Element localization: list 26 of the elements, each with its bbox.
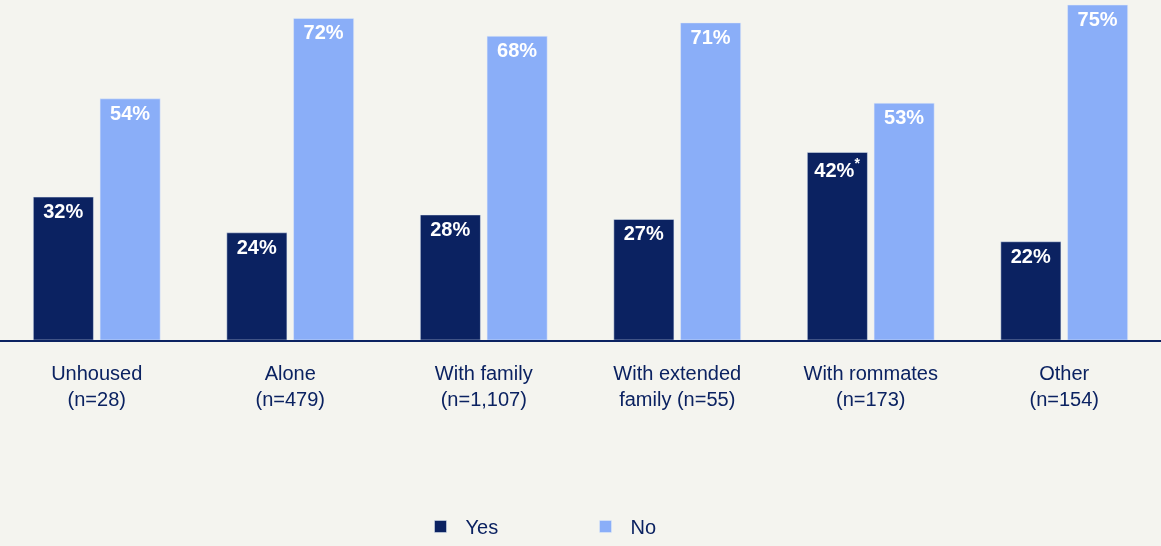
bar — [99, 98, 161, 340]
data-label: 75% — [1077, 8, 1118, 31]
bar — [873, 103, 935, 340]
x-tick-label: With family (n=1,107) — [434, 361, 533, 410]
x-tick-label: With rommates (n=173) — [803, 361, 938, 410]
data-label: 72% — [303, 21, 344, 44]
bar — [1067, 4, 1128, 340]
data-label: 24% — [236, 235, 277, 258]
bar — [680, 22, 741, 340]
data-label: 54% — [110, 101, 151, 124]
data-label: 53% — [884, 106, 925, 129]
bar — [486, 36, 548, 340]
x-tick-label: Alone (n=479) — [255, 361, 325, 410]
x-tick-label: Unhoused (n=28) — [51, 361, 143, 410]
data-label: 28% — [430, 217, 471, 240]
data-label: 42%$^{*}$ — [814, 155, 861, 181]
data-label: 27% — [623, 222, 664, 245]
data-label: 68% — [497, 39, 538, 62]
bar — [293, 18, 354, 340]
x-tick-label: With extended family (n=55) — [613, 361, 742, 410]
legend-label: No — [630, 516, 657, 539]
data-label: 71% — [690, 25, 731, 48]
legend-label: Yes — [465, 516, 499, 539]
x-tick-label: Other (n=154) — [1029, 361, 1099, 410]
data-label: 32% — [43, 200, 84, 223]
data-label: 22% — [1010, 244, 1051, 267]
